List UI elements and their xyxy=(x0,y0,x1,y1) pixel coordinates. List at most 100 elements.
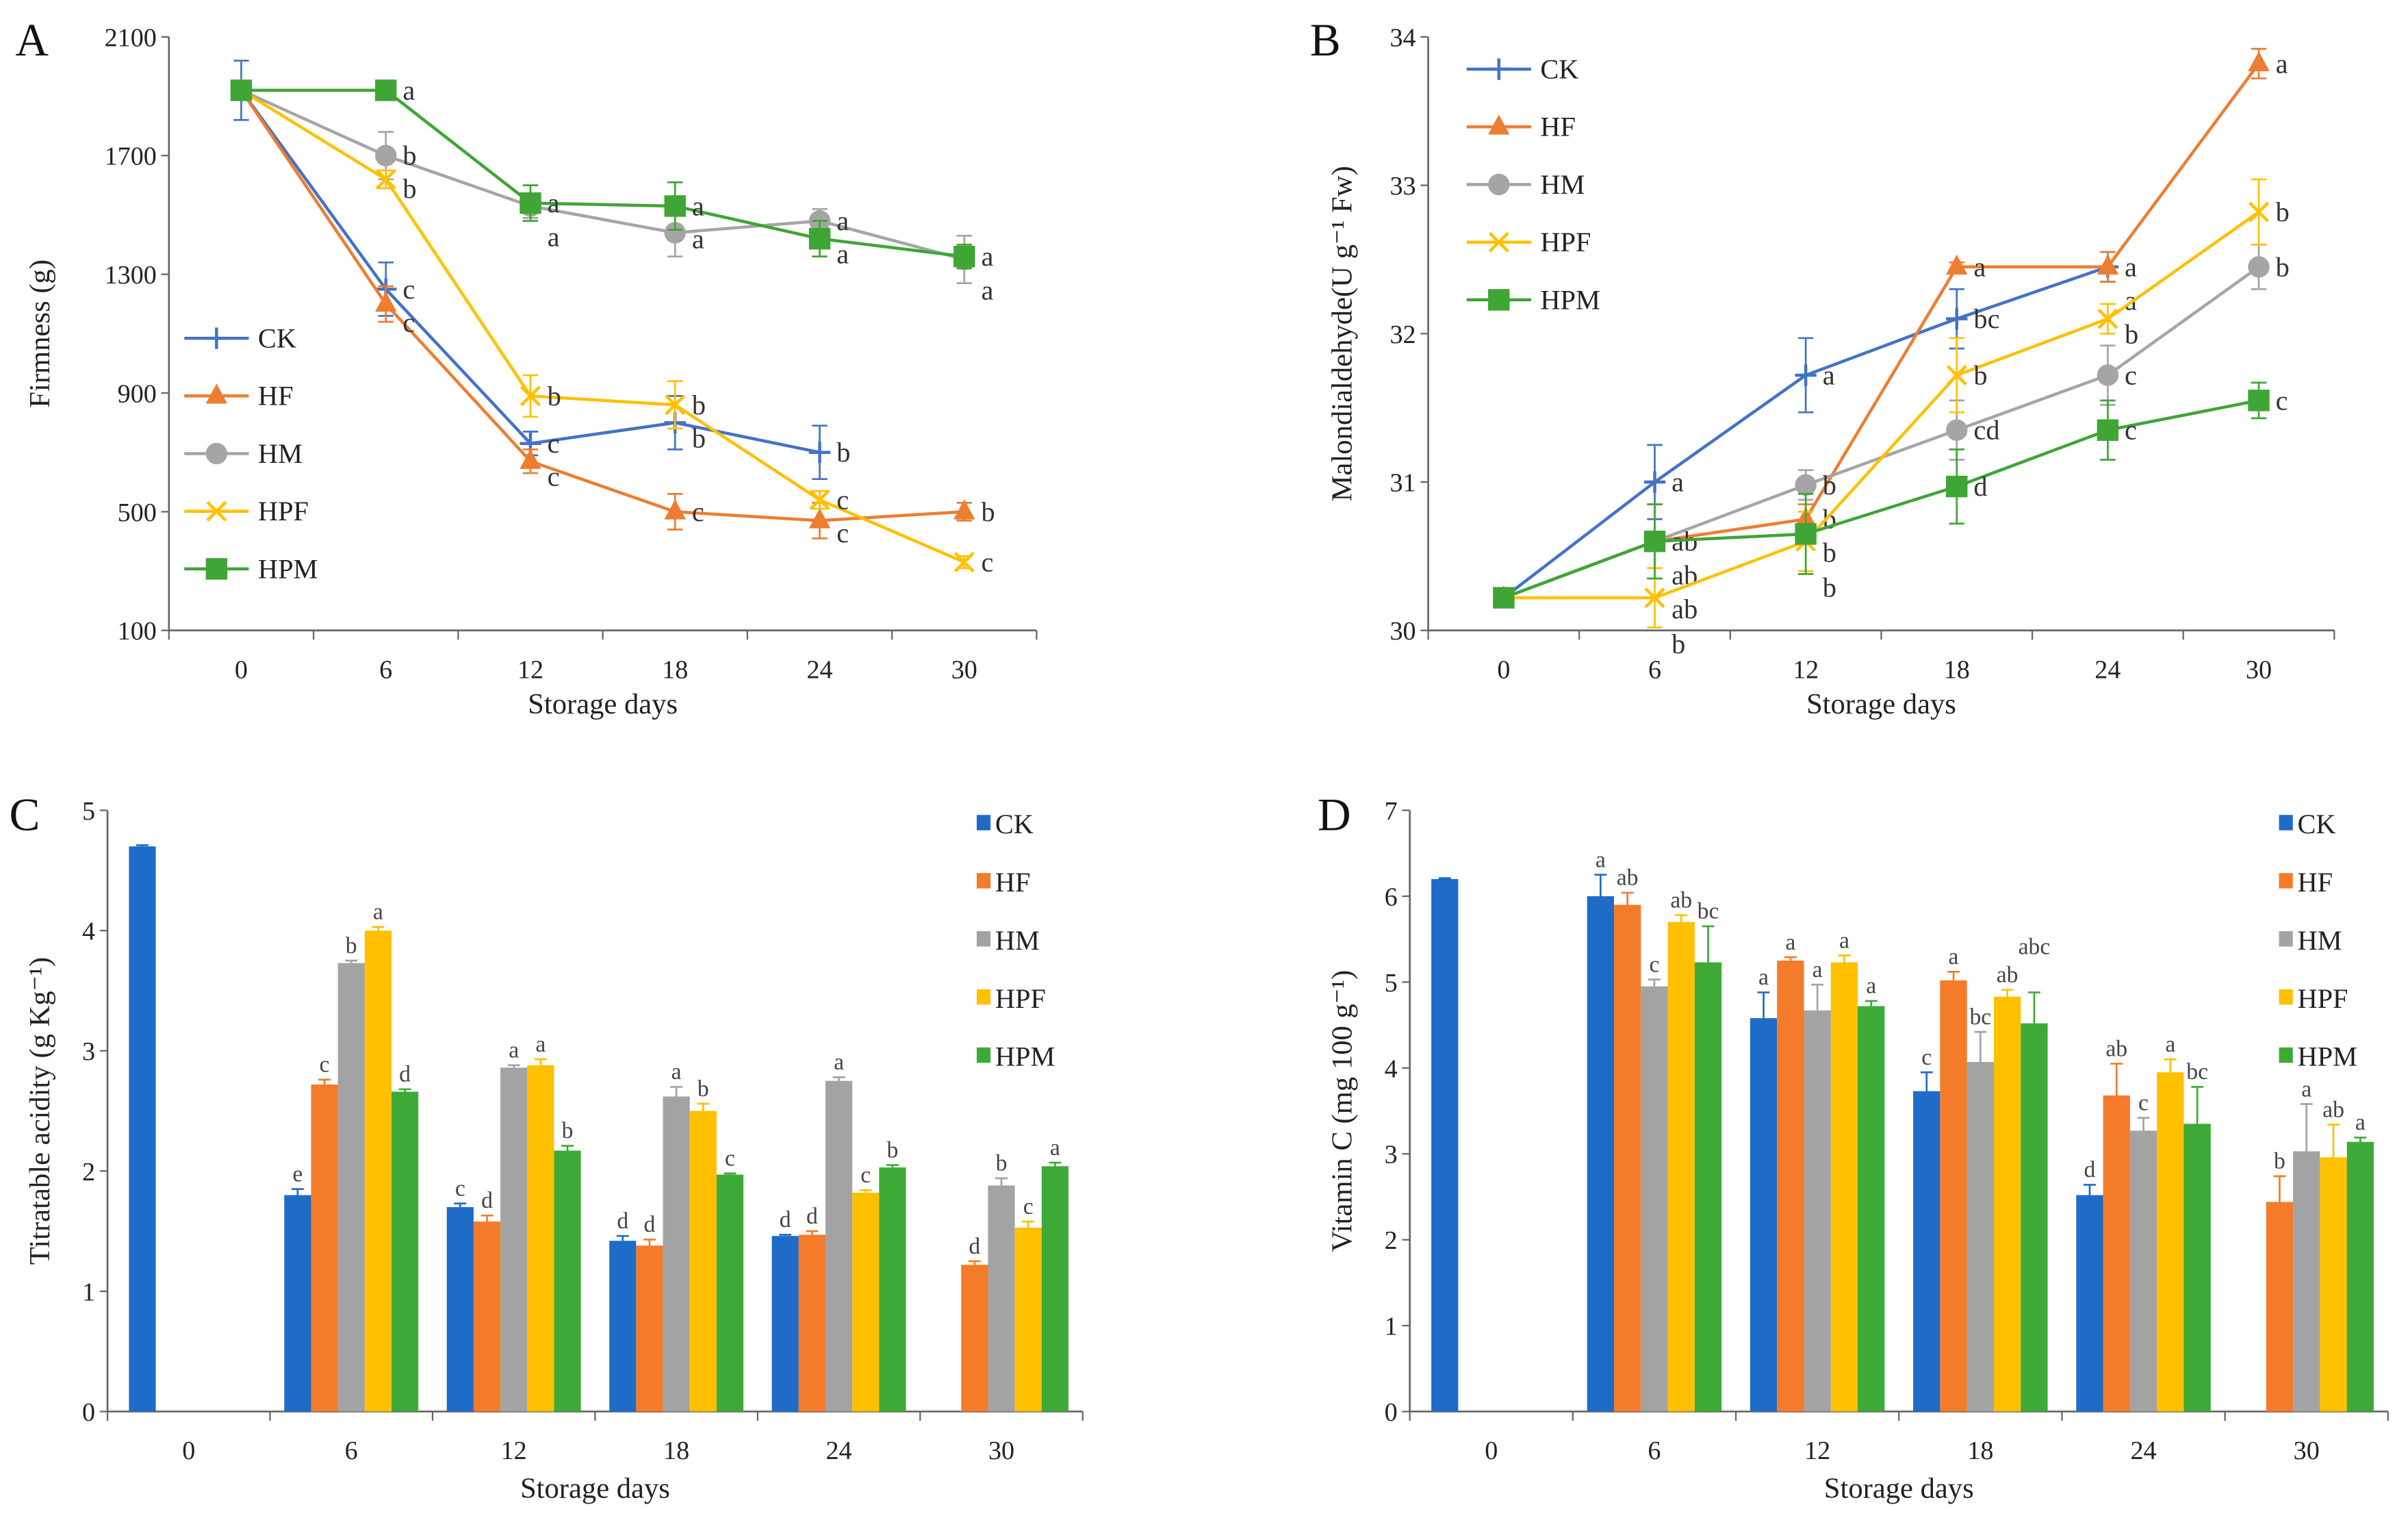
marker-x xyxy=(1946,364,1967,386)
panel-label: D xyxy=(1318,789,1351,841)
y-tick-label: 5 xyxy=(82,797,95,826)
panel-B: B 30 31 32 33 34 0 6 12 18 24 30 Storage days Malondi… xyxy=(1310,14,2335,720)
marker-square xyxy=(2097,419,2119,441)
bar xyxy=(798,1234,825,1412)
marker-square xyxy=(2248,390,2270,411)
y-tick-label: 4 xyxy=(1385,1054,1398,1083)
marker-triangle xyxy=(664,499,686,520)
significance-letter: c xyxy=(2138,1090,2149,1115)
legend-label: HPM xyxy=(1540,284,1600,315)
significance-letter: bc xyxy=(1969,1004,1991,1030)
bar xyxy=(364,930,392,1412)
legend-label: HPM xyxy=(995,1041,1055,1072)
x-axis-label: Storage days xyxy=(1806,688,1956,720)
significance-letter: a xyxy=(1839,928,1849,953)
error-bar xyxy=(1702,925,1715,963)
significance-letter: c xyxy=(402,307,415,338)
significance-letter: b xyxy=(2125,319,2138,350)
significance-letter: a xyxy=(1758,965,1769,990)
marker-plus xyxy=(1946,307,1968,330)
bar xyxy=(689,1111,717,1412)
legend-label: CK xyxy=(1540,54,1578,85)
error-bar xyxy=(1594,874,1607,896)
bar xyxy=(1041,1166,1068,1412)
significance-letter: c xyxy=(402,274,415,305)
panel-label: B xyxy=(1310,14,1341,66)
error-bar xyxy=(968,1260,981,1265)
y-tick-label: 32 xyxy=(1389,320,1416,349)
panel-label: C xyxy=(9,789,40,841)
marker-square xyxy=(375,79,397,101)
series-CK: ecd d xyxy=(129,844,799,1412)
x-tick-label: 24 xyxy=(2095,655,2121,684)
y-tick-label: 3 xyxy=(1385,1141,1398,1169)
error-bar xyxy=(534,1058,547,1065)
marker-circle xyxy=(2097,364,2119,386)
series-HM: baa ab xyxy=(337,933,1015,1412)
marker-square xyxy=(1795,523,1817,545)
legend-label: HM xyxy=(2297,925,2342,956)
significance-letter: a xyxy=(2276,48,2288,79)
error-bar xyxy=(859,1189,872,1193)
error-bar xyxy=(886,1164,899,1168)
series-line xyxy=(1503,398,2259,600)
bar xyxy=(284,1195,311,1412)
x-tick-label: 12 xyxy=(517,655,543,684)
significance-letter: b xyxy=(562,1118,574,1143)
bar xyxy=(446,1207,474,1412)
significance-letter: c xyxy=(548,428,560,459)
significance-letter: d xyxy=(969,1234,980,1259)
legend-label: HM xyxy=(995,925,1040,956)
y-tick-label: 33 xyxy=(1389,172,1416,201)
error-bar xyxy=(345,959,358,963)
error-bar xyxy=(481,1214,494,1222)
significance-letter: b xyxy=(2276,197,2290,227)
significance-letter: c xyxy=(320,1052,330,1078)
series-line xyxy=(240,89,964,522)
error-bar xyxy=(1920,1071,1933,1091)
marker-x xyxy=(520,385,541,407)
legend-label: HF xyxy=(995,867,1031,898)
significance-letter: a xyxy=(981,275,993,305)
legend-swatch xyxy=(2279,1047,2293,1063)
x-tick-label: 12 xyxy=(1793,655,1819,684)
error-bar xyxy=(507,1064,520,1068)
significance-letter: c xyxy=(692,496,704,527)
y-tick-label: 2100 xyxy=(105,23,157,52)
x-tick-label: 30 xyxy=(2246,655,2272,684)
marker-plus xyxy=(205,327,228,349)
marker-x xyxy=(1488,231,1509,253)
significance-letter: ab xyxy=(1997,962,2019,987)
legend-label: HM xyxy=(258,438,303,469)
bar xyxy=(1940,980,1967,1412)
legend-label: HPF xyxy=(258,496,309,527)
significance-letter: ab xyxy=(2322,1097,2344,1122)
significance-letter: c xyxy=(2276,385,2288,416)
legend-label: HPF xyxy=(995,983,1046,1014)
error-bar xyxy=(1438,877,1451,879)
significance-letter: a xyxy=(373,900,383,925)
marker-x xyxy=(2097,308,2118,329)
marker-circle xyxy=(1795,474,1817,496)
bar xyxy=(771,1236,799,1412)
marker-square xyxy=(205,558,228,580)
marker-triangle xyxy=(808,508,831,529)
significance-letter: d xyxy=(1973,471,1987,502)
significance-letter: c xyxy=(2125,359,2137,390)
significance-letter: a xyxy=(671,1059,682,1085)
series-HPM: dbc b a xyxy=(391,1062,1068,1412)
series-line xyxy=(240,88,965,262)
error-bar xyxy=(2327,1124,2340,1158)
error-bar xyxy=(1784,956,1797,961)
x-tick-label: 0 xyxy=(182,1436,195,1465)
error-bar xyxy=(1865,1000,1878,1006)
error-bar xyxy=(561,1145,574,1151)
marker-triangle xyxy=(1488,114,1510,135)
significance-letter: d xyxy=(399,1062,411,1087)
marker-circle xyxy=(664,222,686,244)
